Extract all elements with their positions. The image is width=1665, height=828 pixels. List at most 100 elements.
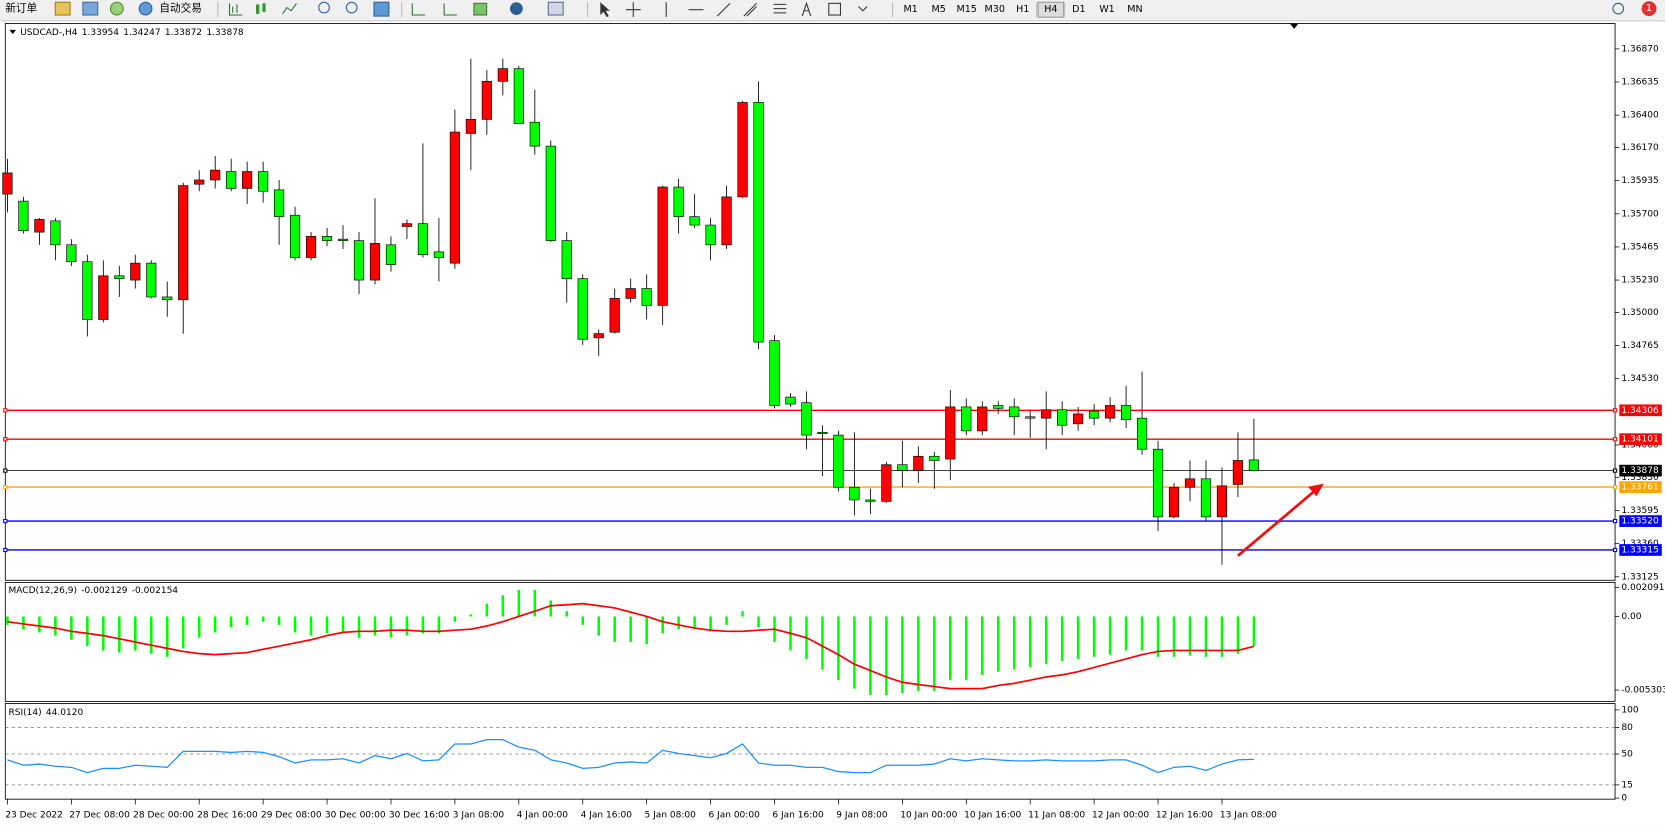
candle-body [1248,459,1260,471]
macd-bar [1204,616,1208,657]
macd-bar [677,616,680,630]
candle-body [210,169,221,181]
templates-icon[interactable] [547,1,564,16]
line-chart-icon[interactable] [282,3,297,15]
macd-bar [517,589,521,617]
cursor-icon[interactable] [600,2,610,18]
macd-bar [980,616,984,675]
y-tick-label: 15 [1621,780,1632,790]
y-tick-label: 0.002091 [1621,583,1664,593]
new-order-button[interactable]: 新订单 [5,2,37,15]
candle-body [545,145,556,241]
zoom-in-icon[interactable] [318,1,330,14]
timeframe-label[interactable]: M1 [903,4,917,15]
rsi-pane [4,703,1616,800]
candle-body [721,196,732,246]
macd-bar [1236,616,1240,654]
periods-icon[interactable] [510,2,523,16]
label-icon[interactable] [828,2,842,16]
arrows-icon[interactable] [858,6,868,12]
timeframe-label[interactable]: M5 [931,4,945,15]
level-handle [1612,437,1618,442]
candle-body [98,275,109,320]
autoscroll-icon[interactable] [443,3,457,16]
trendline-icon[interactable] [716,2,731,17]
macd-bar [549,600,553,617]
timeframe-button[interactable] [1037,1,1065,18]
macd-bar [277,616,281,625]
icon[interactable] [54,1,71,16]
macd-bar [757,616,760,628]
candle-body [178,185,189,301]
timeframe-label[interactable]: H4 [1044,4,1057,15]
candle-body [513,68,524,124]
macd-bar [325,616,329,634]
candle-body [945,406,956,460]
x-tick-label: 4 Jan 16:00 [581,811,633,821]
candle-icon[interactable] [262,3,266,12]
auto-trading-icon[interactable] [138,1,153,16]
indicators-icon[interactable] [473,2,488,16]
macd-bar [709,616,712,632]
candle-icon[interactable] [256,4,260,14]
candle-body [114,275,125,279]
rsi-title: RSI(14) [9,708,42,718]
toolbar-bg [0,0,1665,22]
auto-trading-button[interactable]: 自动交易 [159,2,201,15]
x-tick-label: 12 Jan 00:00 [1092,811,1149,821]
macd-bar [1092,616,1096,657]
icon[interactable] [109,1,124,16]
timeframe-label[interactable]: MN [1127,4,1142,15]
x-tick-label: 12 Jan 16:00 [1156,811,1213,821]
text-icon[interactable] [801,1,812,17]
icon[interactable] [82,1,99,16]
candle-body [401,223,413,227]
x-tick-label: 23 Dec 2022 [5,811,63,821]
candle-body [753,102,764,343]
search-icon[interactable] [1612,2,1625,15]
macd-bar [118,616,121,653]
macd-bar [485,603,489,617]
candle-body [657,186,668,306]
macd-bar [86,616,89,647]
crosshair-icon[interactable] [625,2,641,18]
macd-pane [4,581,1616,702]
tile-icon[interactable] [373,1,390,17]
level-handle [3,408,8,413]
timeframe-label[interactable]: H1 [1016,4,1029,15]
macd-bar [453,616,457,622]
candle-body [769,340,780,406]
fibo-icon[interactable] [773,3,787,14]
timeframe-label[interactable]: M30 [985,4,1005,15]
zoom-out-icon[interactable] [345,1,358,14]
x-tick-label: 11 Jan 08:00 [1028,811,1085,821]
candle-body [289,214,301,258]
channel-icon[interactable] [743,2,757,17]
level-handle [3,468,8,473]
y-tick-label: 1.36400 [1621,111,1659,121]
toolbar: 新订单 自动交易 M1 M5 M15 M30 H1 H4 D1 W1 MN [0,0,1665,22]
candle-body [305,236,317,258]
candle-body [833,434,844,488]
macd-bar [1188,616,1192,656]
arrow-shaft [1236,491,1315,557]
y-tick-label: 1.35700 [1621,209,1659,219]
candle-body [801,402,812,436]
macd-bar [469,614,473,617]
timeframe-label[interactable]: M15 [957,4,977,15]
bar-chart-icon[interactable] [228,3,243,16]
y-tick-label: 1.36635 [1621,78,1658,88]
notification-badge[interactable] [1641,1,1657,17]
macd-bar [134,616,137,651]
price-label-box [1619,433,1662,446]
candle-body [929,455,940,461]
macd-bar [821,616,824,670]
macd-bar [6,616,9,625]
timeframe-label[interactable]: D1 [1072,4,1085,15]
macd-bar [613,616,616,642]
candle-body [817,431,828,435]
candle-body [977,406,988,432]
timeframe-label[interactable]: W1 [1099,4,1115,15]
shift-icon[interactable] [411,3,426,16]
